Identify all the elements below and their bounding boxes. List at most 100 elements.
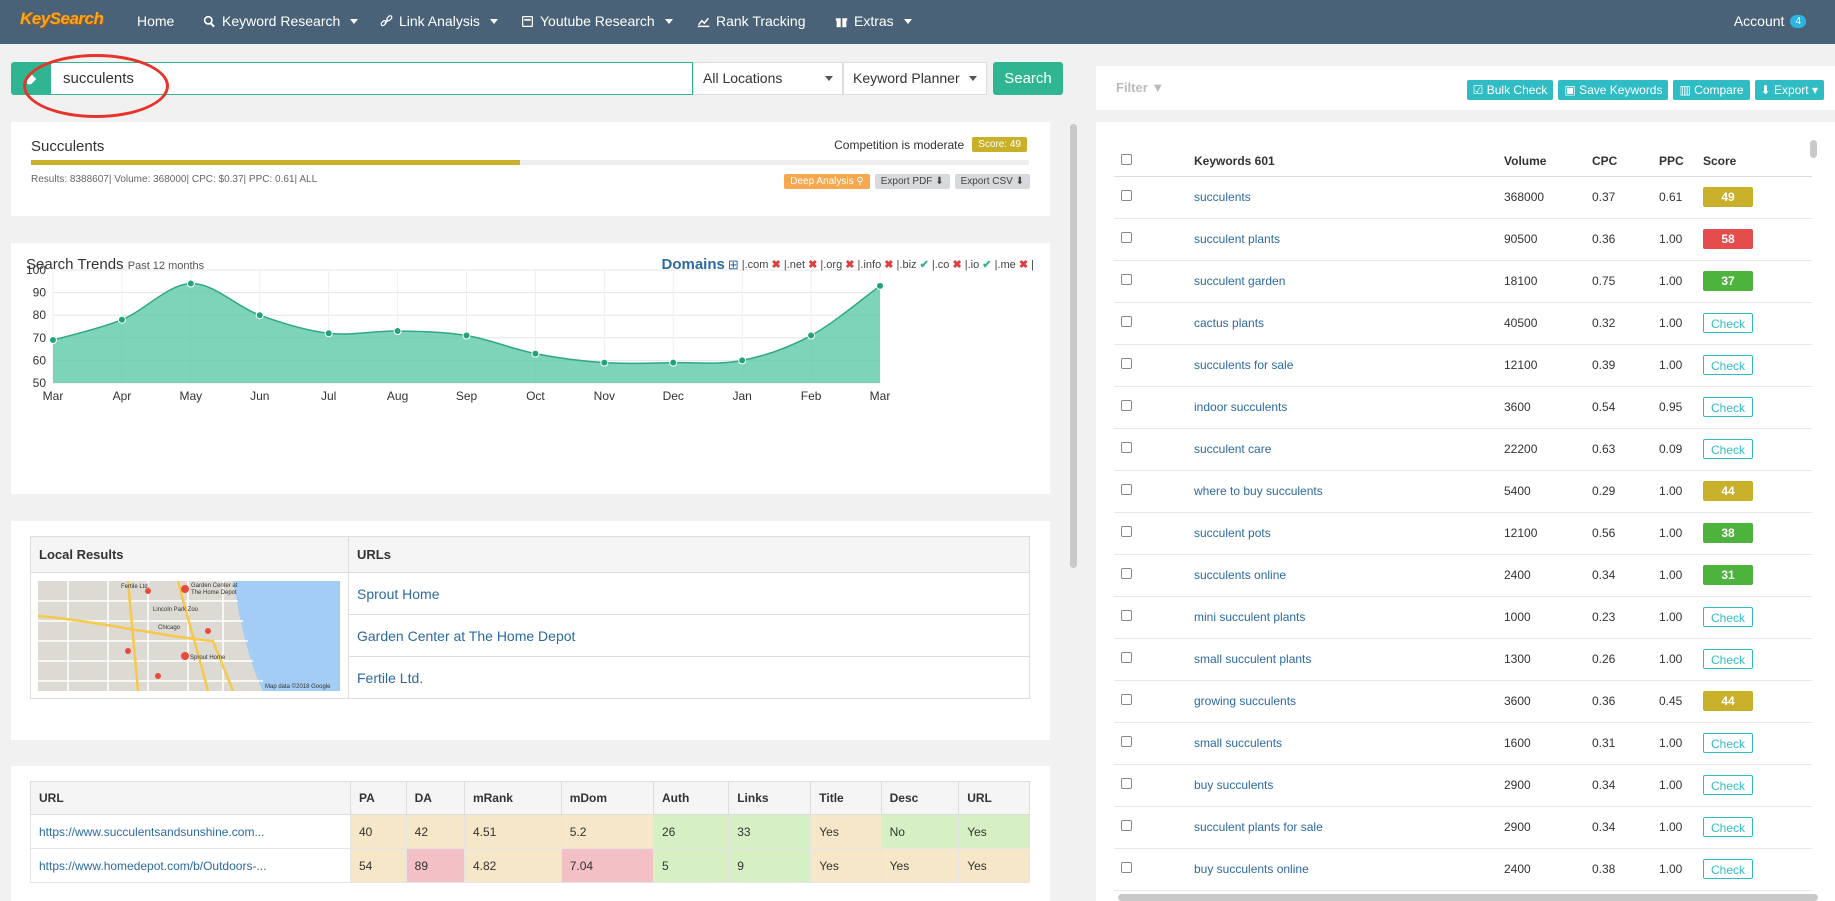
check-score-button[interactable]: Check bbox=[1703, 733, 1753, 753]
keyword-text[interactable]: succulents online bbox=[1194, 568, 1287, 582]
keyword-text[interactable]: cactus plants bbox=[1194, 316, 1265, 330]
select-all-checkbox[interactable] bbox=[1121, 153, 1132, 165]
export-csv-button[interactable]: Export CSV ⬇ bbox=[954, 174, 1030, 189]
keyword-text[interactable]: growing succulents bbox=[1194, 694, 1297, 708]
bulk-check-button[interactable]: ☑ Bulk Check bbox=[1466, 80, 1554, 100]
check-score-button[interactable]: Check bbox=[1703, 355, 1753, 375]
keyword-text[interactable]: buy succulents bbox=[1194, 778, 1274, 792]
serp-url-link[interactable]: https://www.homedepot.com/b/Outdoors-... bbox=[30, 848, 351, 883]
col-ppc[interactable]: PPC bbox=[1659, 146, 1703, 177]
row-checkbox[interactable] bbox=[1121, 400, 1132, 411]
keyword-link[interactable]: succulents for sale bbox=[1194, 344, 1504, 387]
row-checkbox[interactable] bbox=[1121, 568, 1132, 579]
serp-col-auth[interactable]: Auth bbox=[652, 781, 730, 815]
keyword-link[interactable]: succulents bbox=[1194, 176, 1504, 219]
col-cpc[interactable]: CPC bbox=[1592, 146, 1659, 177]
keyword-link[interactable]: succulent plants for sale bbox=[1194, 806, 1504, 849]
keyword-link[interactable]: cactus plants bbox=[1194, 302, 1504, 345]
row-checkbox[interactable] bbox=[1121, 610, 1132, 621]
keyword-link[interactable]: succulent plants bbox=[1194, 218, 1504, 261]
keyword-text[interactable]: buy succulents online bbox=[1194, 862, 1309, 876]
keyword-link[interactable]: buy succulents bbox=[1194, 764, 1504, 807]
export-pdf-button[interactable]: Export PDF ⬇ bbox=[874, 174, 950, 189]
keyword-text[interactable]: succulent garden bbox=[1194, 274, 1286, 288]
check-score-button[interactable]: Check bbox=[1703, 859, 1753, 879]
source-select[interactable]: Keyword Planner bbox=[843, 62, 987, 95]
keyword-text[interactable]: succulent pots bbox=[1194, 526, 1271, 540]
keyword-text[interactable]: succulent plants bbox=[1194, 232, 1281, 246]
row-checkbox[interactable] bbox=[1121, 442, 1132, 453]
check-score-button[interactable]: Check bbox=[1703, 397, 1753, 417]
check-score-button[interactable]: Check bbox=[1703, 313, 1753, 333]
serp-col-title[interactable]: Title bbox=[810, 781, 882, 815]
keyword-text[interactable]: mini succulent plants bbox=[1194, 610, 1306, 624]
col-volume[interactable]: Volume bbox=[1504, 146, 1592, 177]
nav-rank-tracking[interactable]: Rank Tracking bbox=[697, 13, 805, 29]
col-score[interactable]: Score bbox=[1703, 146, 1812, 177]
serp-url-link[interactable]: https://www.succulentsandsunshine.com... bbox=[30, 814, 351, 849]
serp-col-pa[interactable]: PA bbox=[350, 781, 407, 815]
deep-analysis-button[interactable]: Deep Analysis ⚲ bbox=[784, 174, 870, 189]
left-scrollbar[interactable] bbox=[1070, 124, 1077, 568]
keysearch-logo[interactable]: KeySearch bbox=[20, 9, 104, 28]
domains-label[interactable]: Domains bbox=[661, 256, 725, 273]
keyword-link[interactable]: small succulent plants bbox=[1194, 638, 1504, 681]
serp-col-da[interactable]: DA bbox=[405, 781, 465, 815]
keyword-link[interactable]: mini succulent plants bbox=[1194, 596, 1504, 639]
plus-square-icon[interactable]: ⊞ bbox=[727, 256, 739, 272]
keyword-link[interactable]: where to buy succulents bbox=[1194, 470, 1504, 513]
row-checkbox[interactable] bbox=[1121, 820, 1132, 831]
row-checkbox[interactable] bbox=[1121, 862, 1132, 873]
keyword-text[interactable]: indoor succulents bbox=[1194, 400, 1288, 414]
keyword-text[interactable]: small succulent plants bbox=[1194, 652, 1312, 666]
row-checkbox[interactable] bbox=[1121, 232, 1132, 243]
row-checkbox[interactable] bbox=[1121, 274, 1132, 285]
nav-link-analysis[interactable]: Link Analysis bbox=[380, 13, 498, 29]
row-checkbox[interactable] bbox=[1121, 190, 1132, 201]
export-button[interactable]: ⬇ Export ▾ bbox=[1754, 80, 1824, 100]
save-keywords-button[interactable]: ▣ Save Keywords bbox=[1558, 80, 1669, 100]
keyword-text[interactable]: succulents for sale bbox=[1194, 358, 1294, 372]
location-select[interactable]: All Locations bbox=[693, 62, 843, 95]
keyword-link[interactable]: succulent care bbox=[1194, 428, 1504, 471]
keyword-search-input[interactable]: succulents bbox=[50, 62, 693, 95]
local-map[interactable]: Fertile Ltd. Garden Center at The Home Dep… bbox=[38, 581, 340, 691]
check-score-button[interactable]: Check bbox=[1703, 439, 1753, 459]
keyword-text[interactable]: succulent care bbox=[1194, 442, 1272, 456]
compare-button[interactable]: ▥ Compare bbox=[1673, 80, 1750, 100]
keyword-link[interactable]: succulents online bbox=[1194, 554, 1504, 597]
nav-keyword-research[interactable]: Keyword Research bbox=[203, 13, 359, 29]
keyword-text[interactable]: small succulents bbox=[1194, 736, 1283, 750]
right-horizontal-scrollbar[interactable] bbox=[1118, 894, 1818, 901]
local-url-3[interactable]: Fertile Ltd. bbox=[348, 656, 1030, 699]
keyword-link[interactable]: buy succulents online bbox=[1194, 848, 1504, 891]
serp-col-mrank[interactable]: mRank bbox=[463, 781, 562, 815]
keyword-link[interactable]: succulent pots bbox=[1194, 512, 1504, 555]
row-checkbox[interactable] bbox=[1121, 694, 1132, 705]
check-score-button[interactable]: Check bbox=[1703, 607, 1753, 627]
keyword-link[interactable]: growing succulents bbox=[1194, 680, 1504, 723]
nav-home[interactable]: Home bbox=[137, 13, 174, 29]
nav-extras[interactable]: Extras bbox=[835, 13, 912, 29]
keyword-text[interactable]: succulents bbox=[1194, 190, 1251, 204]
keyword-link[interactable]: succulent garden bbox=[1194, 260, 1504, 303]
eraser-icon[interactable] bbox=[11, 62, 51, 95]
serp-col-desc[interactable]: Desc bbox=[880, 781, 960, 815]
local-url-1[interactable]: Sprout Home bbox=[348, 572, 1030, 615]
right-scrollbar[interactable] bbox=[1810, 140, 1817, 158]
serp-col-links[interactable]: Links bbox=[728, 781, 812, 815]
account-menu[interactable]: Account 4 bbox=[1734, 13, 1806, 29]
serp-col-url[interactable]: URL bbox=[958, 781, 1030, 815]
search-button[interactable]: Search bbox=[993, 62, 1063, 95]
row-checkbox[interactable] bbox=[1121, 358, 1132, 369]
row-checkbox[interactable] bbox=[1121, 484, 1132, 495]
check-score-button[interactable]: Check bbox=[1703, 775, 1753, 795]
col-keywords[interactable]: Keywords 601 bbox=[1194, 146, 1504, 177]
serp-col-mdom[interactable]: mDom bbox=[560, 781, 654, 815]
check-score-button[interactable]: Check bbox=[1703, 817, 1753, 837]
row-checkbox[interactable] bbox=[1121, 652, 1132, 663]
keyword-link[interactable]: small succulents bbox=[1194, 722, 1504, 765]
row-checkbox[interactable] bbox=[1121, 316, 1132, 327]
keyword-text[interactable]: succulent plants for sale bbox=[1194, 820, 1323, 834]
check-score-button[interactable]: Check bbox=[1703, 649, 1753, 669]
